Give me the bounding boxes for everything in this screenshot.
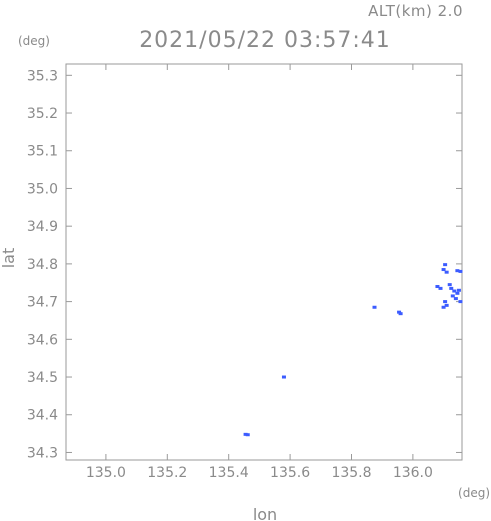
data-point bbox=[372, 305, 377, 309]
x-tick-label: 135.2 bbox=[147, 465, 187, 481]
plot-frame bbox=[65, 63, 463, 461]
data-points bbox=[243, 263, 463, 437]
data-point bbox=[455, 269, 460, 273]
y-tick-label: 35.3 bbox=[27, 68, 58, 84]
data-point bbox=[435, 285, 440, 289]
data-point bbox=[453, 297, 458, 301]
data-point bbox=[456, 288, 461, 292]
data-point bbox=[397, 310, 402, 314]
x-tick-label: 135.6 bbox=[270, 465, 310, 481]
y-tick-label: 34.4 bbox=[27, 408, 58, 424]
data-point bbox=[243, 432, 248, 436]
y-axis-title: lat bbox=[0, 248, 18, 269]
y-tick-label: 35.0 bbox=[27, 181, 58, 197]
y-tick-label: 34.5 bbox=[27, 370, 58, 386]
data-point bbox=[452, 289, 457, 293]
x-unit-label: (deg) bbox=[458, 486, 490, 500]
y-tick-label: 35.2 bbox=[27, 106, 58, 122]
chart-subtitle: ALT(km) 2.0 bbox=[368, 2, 463, 20]
x-tick-label: 135.8 bbox=[331, 465, 371, 481]
data-point bbox=[449, 286, 454, 290]
y-tick-label: 34.3 bbox=[27, 445, 58, 461]
data-point bbox=[441, 268, 446, 272]
data-point bbox=[444, 270, 449, 274]
data-point bbox=[443, 263, 448, 267]
data-point bbox=[281, 375, 286, 379]
data-point bbox=[455, 291, 460, 295]
chart-title: 2021/05/22 03:57:41 bbox=[139, 28, 391, 53]
data-point bbox=[398, 312, 403, 316]
data-point bbox=[450, 294, 455, 298]
data-point bbox=[444, 303, 449, 307]
y-tick-label: 34.6 bbox=[27, 332, 58, 348]
data-point bbox=[443, 300, 448, 304]
data-point bbox=[447, 283, 452, 287]
data-point bbox=[458, 300, 463, 304]
y-axis: 34.3 34.4 34.5 34.6 34.7 34.8 34.9 35.0 35.1 35.2… bbox=[27, 68, 462, 461]
data-point bbox=[438, 286, 443, 290]
x-tick-label: 136.0 bbox=[393, 465, 433, 481]
y-tick-label: 34.8 bbox=[27, 257, 58, 273]
y-tick-label: 34.9 bbox=[27, 219, 58, 235]
x-tick-label: 135.4 bbox=[209, 465, 249, 481]
data-point bbox=[458, 269, 463, 273]
x-axis-title: lon bbox=[253, 505, 277, 521]
data-point bbox=[245, 433, 250, 437]
y-tick-label: 35.1 bbox=[27, 144, 58, 160]
x-tick-label: 135.0 bbox=[86, 465, 126, 481]
y-tick-label: 34.7 bbox=[27, 295, 58, 311]
x-axis: 135.0 135.2 135.4 135.6 135.8 136.0 bbox=[86, 64, 433, 481]
data-point bbox=[441, 305, 446, 309]
y-unit-label: (deg) bbox=[18, 34, 50, 48]
